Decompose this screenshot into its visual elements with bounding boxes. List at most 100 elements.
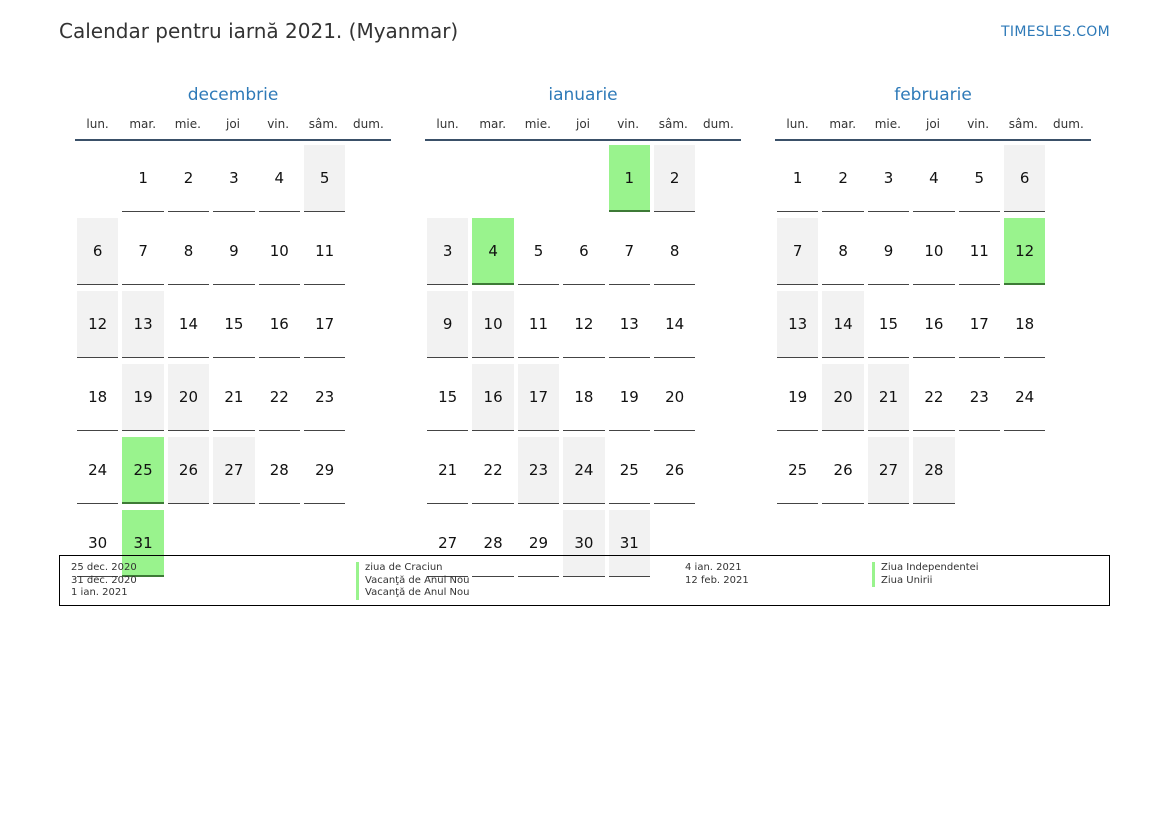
day-cell: 5 <box>517 218 560 285</box>
weekday-label: dum. <box>353 117 384 131</box>
month-divider <box>775 139 1091 141</box>
weekday-header: lun. mar. mie. joi vin. sâm. dum. <box>425 117 741 135</box>
day-cell: 23 <box>517 437 560 504</box>
empty-cell <box>563 145 604 212</box>
weekday-label: mar. <box>479 117 507 131</box>
day-cell: 22 <box>258 364 300 431</box>
day-cell: 18 <box>1003 291 1046 358</box>
day-cell: 27 <box>213 437 255 504</box>
day-cell: 11 <box>517 291 560 358</box>
month-divider <box>425 139 741 141</box>
day-cell: 2 <box>822 145 864 212</box>
month-name: decembrie <box>187 85 279 105</box>
day-cell: 5 <box>958 145 1000 212</box>
day-cell: 30 <box>77 510 119 577</box>
weekday-label: sâm. <box>308 117 338 131</box>
weekday-label: sâm. <box>658 117 688 131</box>
day-cell: 18 <box>77 364 119 431</box>
weekday-header: lun. mar. mie. joi vin. sâm. dum. <box>775 117 1091 135</box>
day-cell: 3 <box>427 218 469 285</box>
day-cell: 20 <box>167 364 210 431</box>
day-cell: 18 <box>563 364 605 431</box>
day-cell: 11 <box>303 218 346 285</box>
weekday-label: dum. <box>703 117 734 131</box>
weekday-header: lun. mar. mie. joi vin. sâm. dum. <box>75 117 391 135</box>
day-cell: 5 <box>303 145 346 212</box>
day-cell: 27 <box>427 510 469 577</box>
day-cell: 8 <box>653 218 696 285</box>
weekday-label: mar. <box>129 117 157 131</box>
day-cell: 3 <box>867 145 910 212</box>
day-grid: 1 2 3 4 5 6 7 8 9 10 11 12 13 14 15 16 17 18 19 20 21 22 23 24 2… <box>75 145 391 583</box>
day-cell: 12 <box>563 291 605 358</box>
weekday-label: vin. <box>967 117 990 131</box>
legend-holiday-name: Vacanţă de Anul Nou <box>356 574 469 587</box>
day-cell: 19 <box>122 364 164 431</box>
day-cell: 15 <box>427 364 469 431</box>
day-cell: 8 <box>167 218 210 285</box>
day-cell: 6 <box>1003 145 1046 212</box>
holiday-day-cell: 12 <box>1003 218 1046 285</box>
day-cell: 22 <box>913 364 955 431</box>
day-cell: 28 <box>472 510 514 577</box>
day-cell: 24 <box>77 437 119 504</box>
month-january: ianuarie lun. mar. mie. joi vin. sâm. dum. 1 2 3 4 5… <box>425 84 741 583</box>
day-cell: 17 <box>517 364 560 431</box>
day-cell: 22 <box>472 437 514 504</box>
holiday-day-cell: 31 <box>122 510 164 577</box>
day-cell: 14 <box>653 291 696 358</box>
day-cell: 9 <box>213 218 255 285</box>
day-cell: 25 <box>777 437 819 504</box>
day-cell: 21 <box>427 437 469 504</box>
day-cell: 8 <box>822 218 864 285</box>
weekday-label: joi <box>225 117 240 131</box>
holiday-legend: 25 dec. 2020 31 dec. 2020 1 ian. 2021 zi… <box>59 555 1110 606</box>
brand-link[interactable]: TIMESLES.COM <box>1001 24 1110 40</box>
legend-holiday-name: Vacanţă de Anul Nou <box>356 587 469 600</box>
day-cell: 12 <box>77 291 119 358</box>
legend-date: 1 ian. 2021 <box>71 587 128 598</box>
legend-date: 31 dec. 2020 <box>71 574 137 586</box>
weekday-label: dum. <box>1053 117 1084 131</box>
day-cell: 26 <box>822 437 864 504</box>
empty-cell <box>77 145 118 212</box>
day-cell: 31 <box>608 510 650 577</box>
day-cell: 11 <box>958 218 1000 285</box>
day-cell: 30 <box>563 510 605 577</box>
day-cell: 26 <box>167 437 210 504</box>
day-cell: 19 <box>777 364 819 431</box>
legend-holiday-name: Ziua Independentei <box>872 562 979 575</box>
day-cell: 29 <box>303 437 346 504</box>
month-february: februarie lun. mar. mie. joi vin. sâm. dum. 1 2 3 4… <box>775 84 1091 510</box>
weekday-label: joi <box>925 117 940 131</box>
holiday-day-cell: 25 <box>122 437 164 504</box>
weekday-label: lun. <box>86 117 109 131</box>
day-cell: 9 <box>427 291 469 358</box>
day-cell: 3 <box>213 145 255 212</box>
legend-holiday-name: Ziua Unirii <box>872 574 979 587</box>
legend-right-names: Ziua Independentei Ziua Unirii <box>872 562 979 587</box>
day-cell: 4 <box>913 145 955 212</box>
weekday-label: mie. <box>524 117 551 131</box>
legend-left-dates: 25 dec. 2020 31 dec. 2020 1 ian. 2021 <box>71 562 137 600</box>
day-cell: 7 <box>608 218 650 285</box>
day-cell: 13 <box>777 291 819 358</box>
day-cell: 4 <box>258 145 300 212</box>
day-cell: 7 <box>777 218 819 285</box>
day-cell: 23 <box>303 364 346 431</box>
day-cell: 17 <box>958 291 1000 358</box>
legend-left-names: ziua de Craciun Vacanţă de Anul Nou Vaca… <box>356 562 469 600</box>
day-cell: 17 <box>303 291 346 358</box>
weekday-label: vin. <box>267 117 290 131</box>
day-cell: 28 <box>258 437 300 504</box>
day-cell: 6 <box>563 218 605 285</box>
day-grid: 1 2 3 4 5 6 7 8 9 10 11 12 13 14 15 16 17 18 19 20 21 22 23 24 2… <box>425 145 741 583</box>
month-divider <box>75 139 391 141</box>
day-cell: 24 <box>1003 364 1046 431</box>
legend-date: 12 feb. 2021 <box>685 574 749 586</box>
day-cell: 10 <box>472 291 514 358</box>
day-grid: 1 2 3 4 5 6 7 8 9 10 11 12 13 14 15 16 17 18 19 20 21 22 23 24 2… <box>775 145 1091 510</box>
holiday-day-cell: 1 <box>608 145 650 212</box>
page-title: Calendar pentru iarnă 2021. (Myanmar) <box>59 19 459 43</box>
day-cell: 15 <box>867 291 910 358</box>
